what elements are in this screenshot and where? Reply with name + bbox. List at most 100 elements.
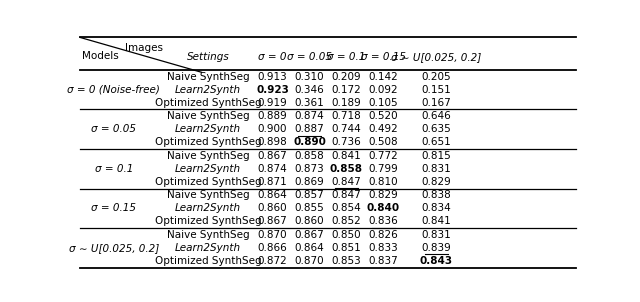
Text: 0.838: 0.838 (421, 190, 451, 200)
Text: 0.736: 0.736 (332, 137, 361, 147)
Text: 0.635: 0.635 (421, 124, 451, 134)
Text: σ = 0 (Noise-free): σ = 0 (Noise-free) (67, 85, 160, 95)
Text: Naive SynthSeg: Naive SynthSeg (166, 190, 250, 200)
Text: 0.870: 0.870 (258, 230, 287, 240)
Text: 0.492: 0.492 (369, 124, 399, 134)
Text: 0.151: 0.151 (421, 85, 451, 95)
Text: 0.815: 0.815 (421, 151, 451, 161)
Text: 0.866: 0.866 (257, 243, 287, 253)
Text: 0.913: 0.913 (257, 72, 287, 82)
Text: 0.847: 0.847 (332, 190, 361, 200)
Text: Learn2Synth: Learn2Synth (175, 243, 241, 253)
Text: 0.841: 0.841 (332, 151, 361, 161)
Text: 0.854: 0.854 (332, 203, 361, 213)
Text: 0.860: 0.860 (295, 217, 324, 226)
Text: 0.189: 0.189 (332, 98, 361, 108)
Text: 0.520: 0.520 (369, 111, 398, 121)
Text: σ = 0.05: σ = 0.05 (92, 124, 136, 134)
Text: 0.836: 0.836 (369, 217, 399, 226)
Text: 0.889: 0.889 (257, 111, 287, 121)
Text: Optimized SynthSeg: Optimized SynthSeg (155, 137, 261, 147)
Text: 0.874: 0.874 (257, 164, 287, 174)
Text: 0.092: 0.092 (369, 85, 398, 95)
Text: Optimized SynthSeg: Optimized SynthSeg (155, 98, 261, 108)
Text: Learn2Synth: Learn2Synth (175, 164, 241, 174)
Text: 0.923: 0.923 (256, 85, 289, 95)
Text: 0.890: 0.890 (293, 137, 326, 147)
Text: 0.834: 0.834 (421, 203, 451, 213)
Text: 0.831: 0.831 (421, 230, 451, 240)
Text: 0.852: 0.852 (332, 217, 361, 226)
Text: 0.744: 0.744 (332, 124, 361, 134)
Text: 0.172: 0.172 (332, 85, 361, 95)
Text: σ = 0.15: σ = 0.15 (92, 203, 136, 213)
Text: 0.872: 0.872 (257, 256, 287, 266)
Text: Naive SynthSeg: Naive SynthSeg (166, 230, 250, 240)
Text: Optimized SynthSeg: Optimized SynthSeg (155, 256, 261, 266)
Text: Learn2Synth: Learn2Synth (175, 203, 241, 213)
Text: 0.887: 0.887 (295, 124, 324, 134)
Text: 0.858: 0.858 (330, 164, 363, 174)
Text: 0.167: 0.167 (421, 98, 451, 108)
Text: 0.840: 0.840 (367, 203, 400, 213)
Text: 0.867: 0.867 (295, 230, 324, 240)
Text: 0.850: 0.850 (332, 230, 361, 240)
Text: 0.646: 0.646 (421, 111, 451, 121)
Text: 0.864: 0.864 (257, 190, 287, 200)
Text: 0.310: 0.310 (295, 72, 324, 82)
Text: 0.857: 0.857 (295, 190, 324, 200)
Text: Learn2Synth: Learn2Synth (175, 124, 241, 134)
Text: 0.873: 0.873 (295, 164, 324, 174)
Text: 0.870: 0.870 (295, 256, 324, 266)
Text: 0.847: 0.847 (332, 177, 361, 187)
Text: 0.209: 0.209 (332, 72, 361, 82)
Text: 0.898: 0.898 (257, 137, 287, 147)
Text: Models: Models (83, 51, 119, 61)
Text: 0.831: 0.831 (421, 164, 451, 174)
Text: 0.105: 0.105 (369, 98, 398, 108)
Text: σ ∼ U[0.025, 0.2]: σ ∼ U[0.025, 0.2] (68, 243, 159, 253)
Text: 0.864: 0.864 (295, 243, 324, 253)
Text: 0.860: 0.860 (258, 203, 287, 213)
Text: 0.829: 0.829 (421, 177, 451, 187)
Text: 0.508: 0.508 (369, 137, 398, 147)
Text: 0.142: 0.142 (369, 72, 399, 82)
Text: Naive SynthSeg: Naive SynthSeg (166, 111, 250, 121)
Text: σ ∼ U[0.025, 0.2]: σ ∼ U[0.025, 0.2] (391, 52, 481, 62)
Text: 0.900: 0.900 (258, 124, 287, 134)
Text: 0.858: 0.858 (295, 151, 324, 161)
Text: Optimized SynthSeg: Optimized SynthSeg (155, 217, 261, 226)
Text: σ = 0.1: σ = 0.1 (327, 52, 365, 62)
Text: 0.841: 0.841 (421, 217, 451, 226)
Text: σ = 0.15: σ = 0.15 (361, 52, 406, 62)
Text: 0.826: 0.826 (369, 230, 399, 240)
Text: 0.346: 0.346 (295, 85, 324, 95)
Text: 0.853: 0.853 (332, 256, 361, 266)
Text: 0.843: 0.843 (420, 256, 452, 266)
Text: Naive SynthSeg: Naive SynthSeg (166, 151, 250, 161)
Text: 0.855: 0.855 (295, 203, 324, 213)
Text: Learn2Synth: Learn2Synth (175, 85, 241, 95)
Text: σ = 0: σ = 0 (258, 52, 287, 62)
Text: 0.718: 0.718 (332, 111, 361, 121)
Text: Naive SynthSeg: Naive SynthSeg (166, 72, 250, 82)
Text: 0.839: 0.839 (421, 243, 451, 253)
Text: 0.919: 0.919 (257, 98, 287, 108)
Text: Optimized SynthSeg: Optimized SynthSeg (155, 177, 261, 187)
Text: 0.361: 0.361 (295, 98, 324, 108)
Text: 0.799: 0.799 (369, 164, 399, 174)
Text: Settings: Settings (187, 52, 229, 62)
Text: σ = 0.05: σ = 0.05 (287, 52, 332, 62)
Text: σ = 0.1: σ = 0.1 (95, 164, 133, 174)
Text: 0.651: 0.651 (421, 137, 451, 147)
Text: 0.874: 0.874 (295, 111, 324, 121)
Text: 0.867: 0.867 (257, 151, 287, 161)
Text: 0.869: 0.869 (295, 177, 324, 187)
Text: 0.772: 0.772 (369, 151, 399, 161)
Text: 0.810: 0.810 (369, 177, 398, 187)
Text: 0.871: 0.871 (257, 177, 287, 187)
Text: Images: Images (125, 43, 163, 53)
Text: 0.829: 0.829 (369, 190, 399, 200)
Text: 0.205: 0.205 (421, 72, 451, 82)
Text: 0.837: 0.837 (369, 256, 399, 266)
